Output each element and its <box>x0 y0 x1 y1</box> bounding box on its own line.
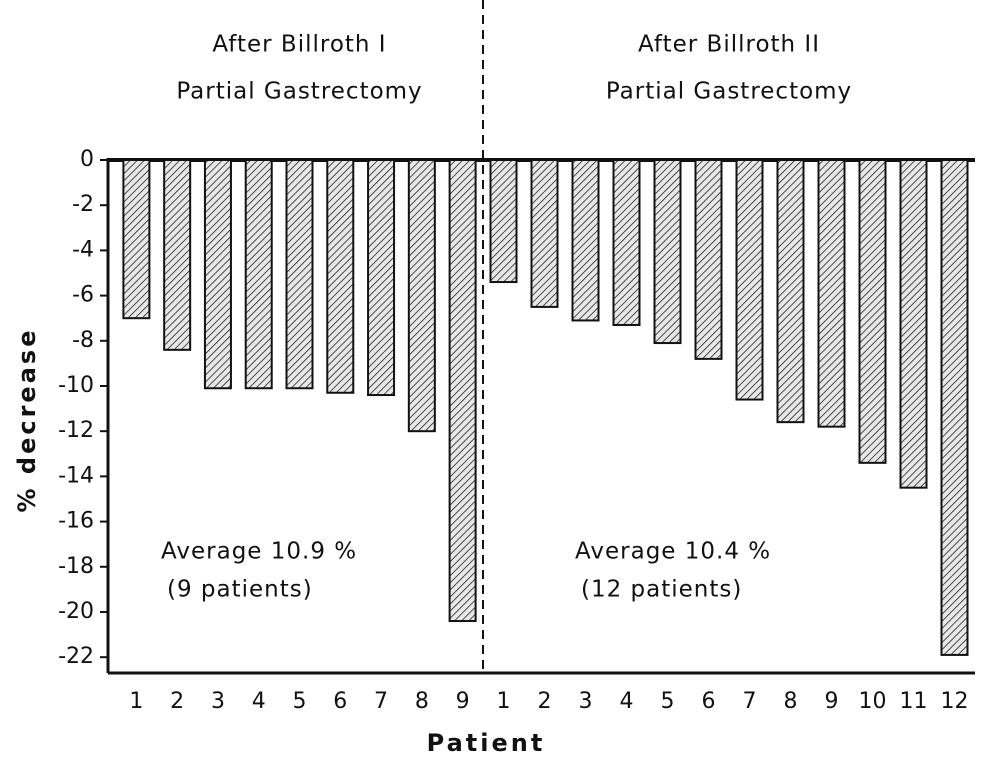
bar <box>694 159 723 360</box>
y-tick-label: -14 <box>58 463 94 488</box>
x-tick-label: 3 <box>211 689 225 714</box>
annotation: Average 10.4 % <box>575 539 771 565</box>
bar <box>612 159 641 326</box>
bar <box>448 159 477 623</box>
y-tick-label: -12 <box>58 418 94 443</box>
bar <box>244 159 273 390</box>
bar <box>735 159 764 401</box>
bar <box>326 159 355 394</box>
y-tick-label: -6 <box>72 283 94 308</box>
bar <box>489 159 518 284</box>
y-tick-label: -22 <box>58 644 94 669</box>
x-tick-label: 10 <box>859 689 887 714</box>
x-tick-label: 9 <box>825 689 839 714</box>
bar <box>367 159 396 397</box>
x-tick-label: 3 <box>579 689 593 714</box>
annotation: (9 patients) <box>167 577 313 603</box>
annotation: (12 patients) <box>581 577 742 603</box>
x-tick-label: 8 <box>784 689 798 714</box>
panel-title: After Billroth I <box>212 32 386 58</box>
y-tick-label: -8 <box>72 328 94 353</box>
panel-title: Partial Gastrectomy <box>606 79 852 105</box>
x-axis-label: Patient <box>427 729 546 757</box>
y-tick-label: 0 <box>80 147 94 172</box>
x-tick-label: 2 <box>170 689 184 714</box>
x-tick-label: 5 <box>293 689 307 714</box>
x-tick-label: 8 <box>415 689 429 714</box>
x-tick-label: 5 <box>661 689 675 714</box>
bar <box>203 159 232 390</box>
panel-title: Partial Gastrectomy <box>176 79 422 105</box>
bar <box>653 159 682 345</box>
bar <box>122 159 151 320</box>
bar <box>530 159 559 308</box>
y-axis-label: % decrease <box>13 328 41 513</box>
y-tick-label: -10 <box>58 373 94 398</box>
y-tick-label: -20 <box>58 599 94 624</box>
bar <box>163 159 192 351</box>
bar <box>899 159 928 489</box>
x-tick-label: 7 <box>374 689 388 714</box>
bar <box>776 159 805 424</box>
y-tick-label: -4 <box>72 237 94 262</box>
bar <box>940 159 969 656</box>
x-tick-label: 6 <box>702 689 716 714</box>
x-tick-label: 2 <box>538 689 552 714</box>
bar <box>571 159 600 322</box>
x-tick-label: 9 <box>456 689 470 714</box>
y-tick-label: -18 <box>58 554 94 579</box>
x-tick-label: 4 <box>252 689 266 714</box>
x-tick-label: 11 <box>900 689 928 714</box>
x-tick-label: 4 <box>620 689 634 714</box>
bar <box>285 159 314 390</box>
x-tick-label: 1 <box>497 689 511 714</box>
x-tick-label: 12 <box>941 689 969 714</box>
panel-title: After Billroth II <box>638 32 820 58</box>
x-tick-label: 1 <box>129 689 143 714</box>
y-tick-label: -16 <box>58 509 94 534</box>
bar <box>407 159 436 433</box>
x-tick-label: 7 <box>743 689 757 714</box>
x-tick-label: 6 <box>333 689 347 714</box>
annotation: Average 10.9 % <box>161 539 357 565</box>
bar <box>858 159 887 464</box>
bar <box>817 159 846 428</box>
y-tick-label: -2 <box>72 192 94 217</box>
